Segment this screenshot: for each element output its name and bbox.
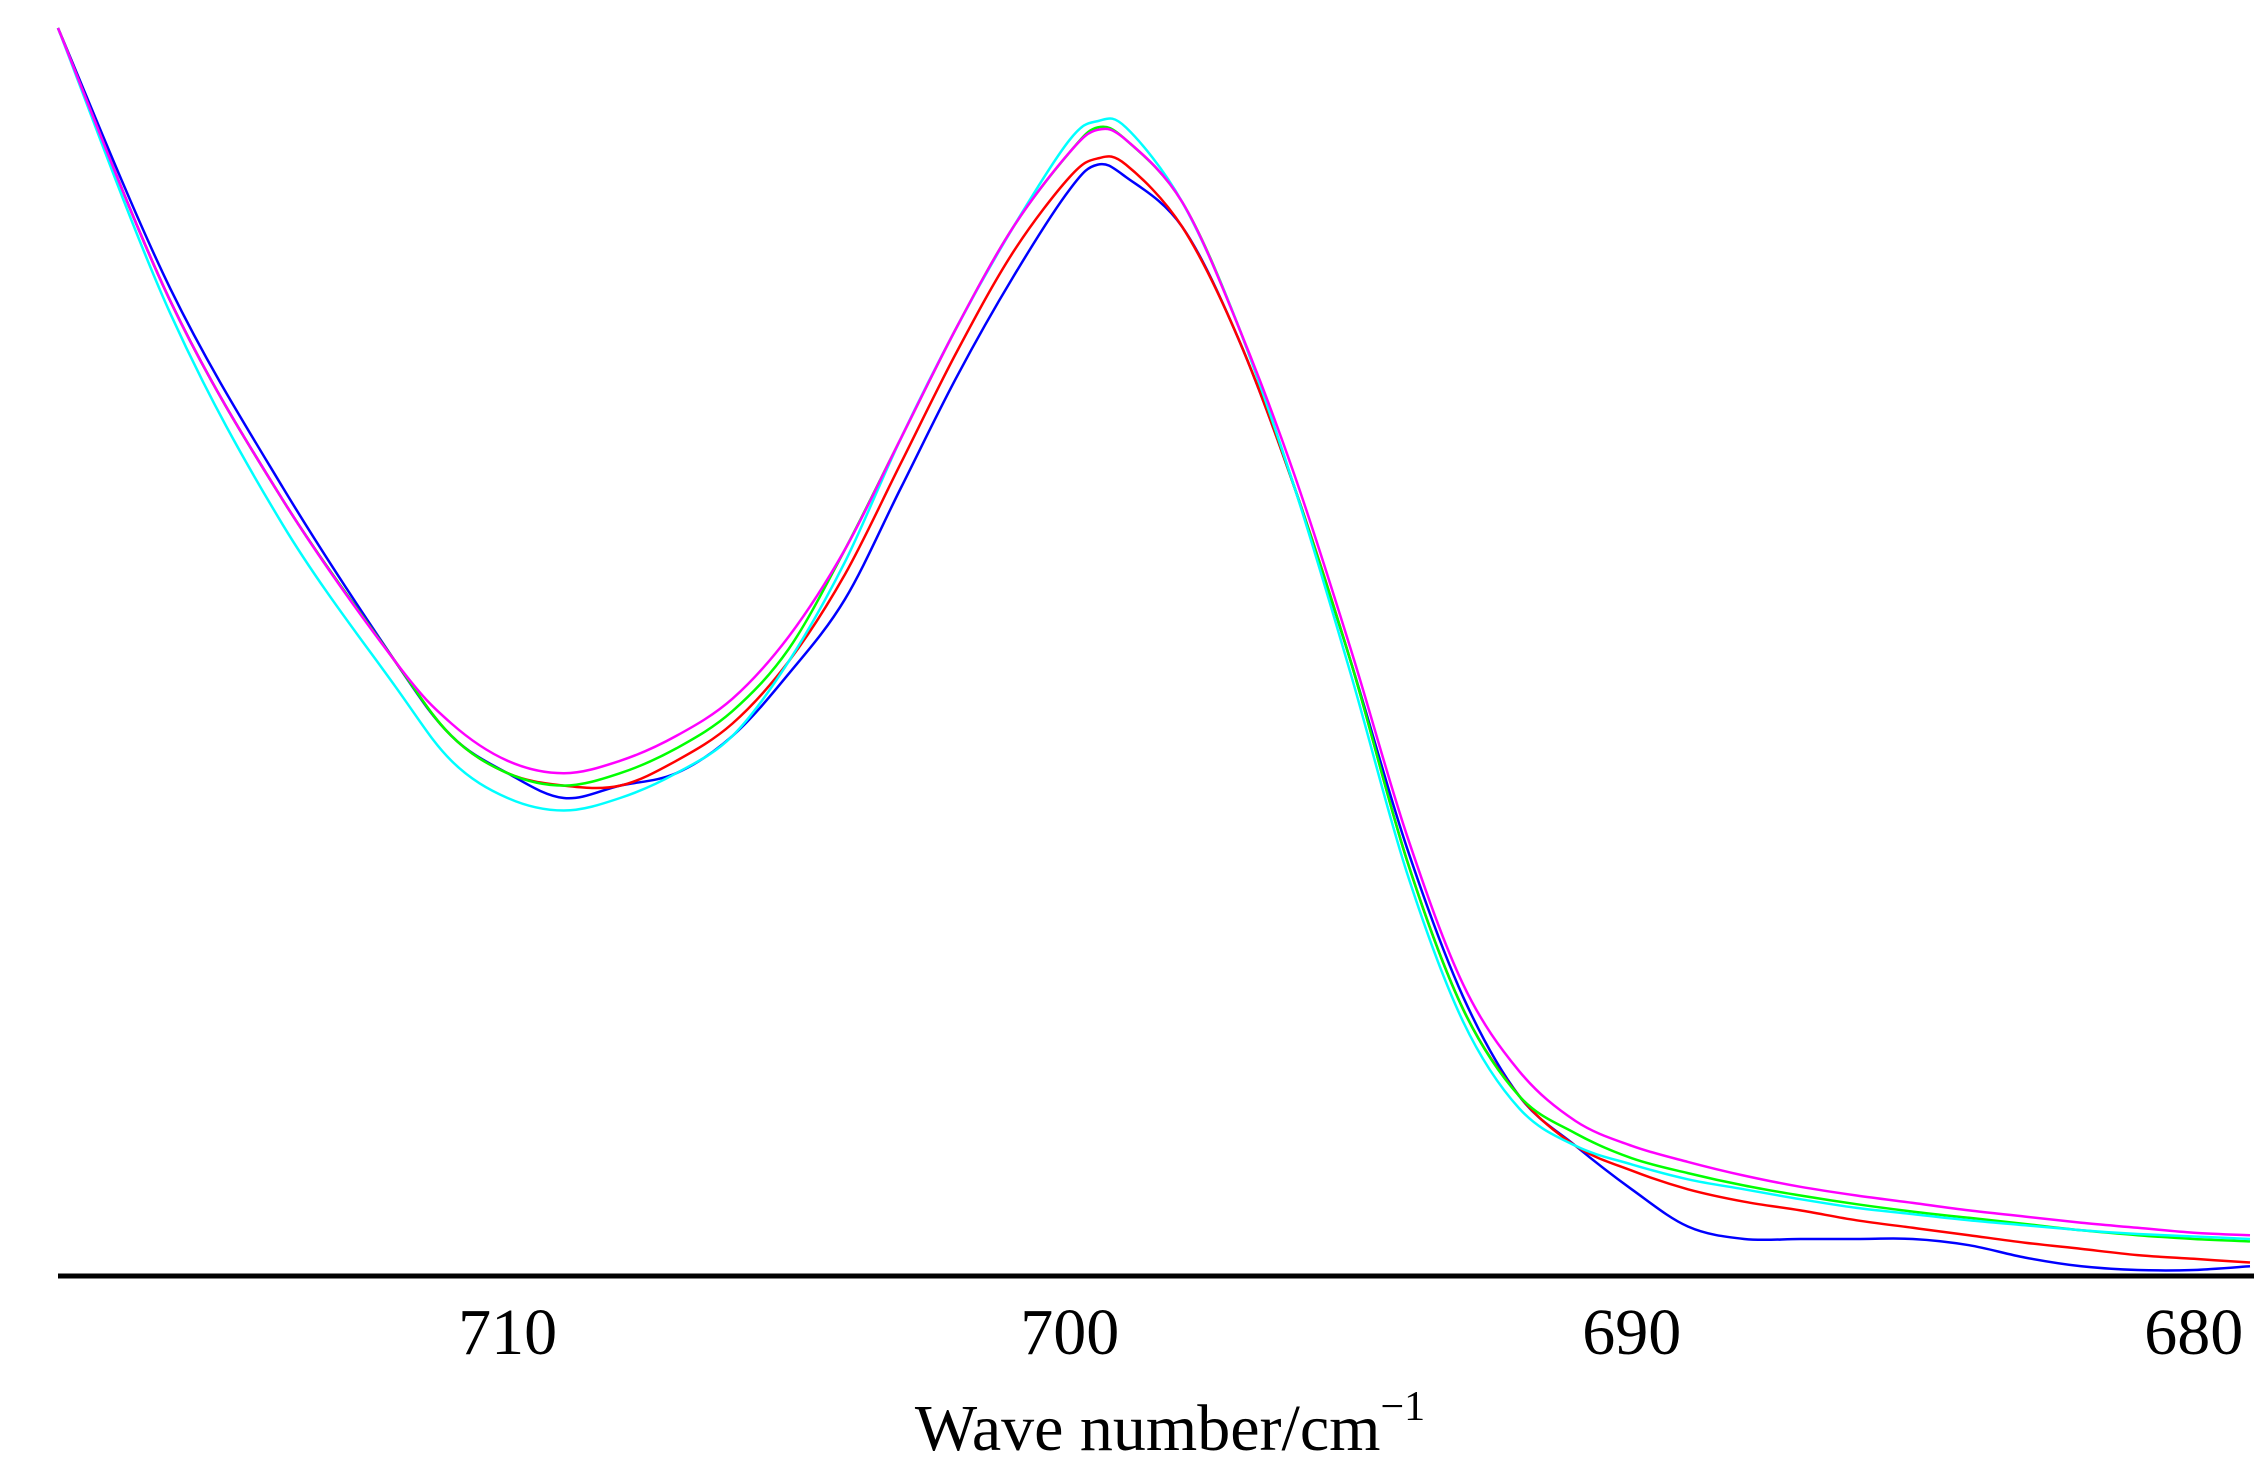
- x-axis-title: Wave number/cm−1: [915, 1384, 1425, 1465]
- x-tick-label: 690: [1582, 1296, 1681, 1369]
- series-line-4: [56, 27, 2251, 1241]
- x-tick-labels: 710 700 690 680: [458, 1296, 2243, 1369]
- x-tick-label: 680: [2144, 1296, 2243, 1369]
- series-line-3: [56, 27, 2251, 1243]
- x-axis-title-main: Wave number/cm: [915, 1392, 1381, 1465]
- series-line-5: [56, 27, 2251, 1237]
- x-tick-label: 700: [1020, 1296, 1119, 1369]
- series-layer: [56, 27, 2251, 1272]
- x-axis-title-superscript: −1: [1381, 1384, 1426, 1430]
- x-tick-label: 710: [458, 1296, 557, 1369]
- series-line-2: [56, 27, 2251, 1264]
